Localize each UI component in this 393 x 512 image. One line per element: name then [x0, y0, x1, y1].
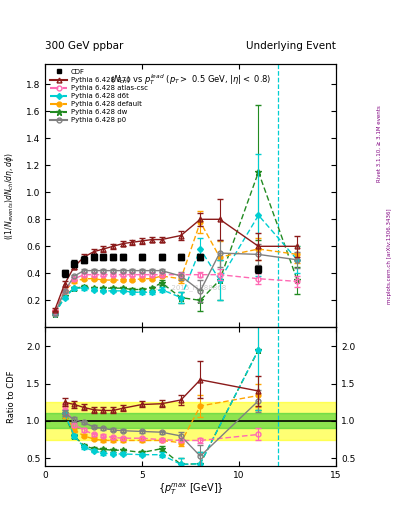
Text: 300 GeV ppbar: 300 GeV ppbar	[45, 41, 123, 51]
Text: mcplots.cern.ch [arXiv:1306.3436]: mcplots.cern.ch [arXiv:1306.3436]	[387, 208, 391, 304]
Bar	[45, 402, 336, 440]
Bar	[45, 414, 336, 429]
Y-axis label: $((1/N_{events}) dN_{ch}/d\eta, d\phi)$: $((1/N_{events}) dN_{ch}/d\eta, d\phi)$	[3, 152, 16, 240]
Text: Underlying Event: Underlying Event	[246, 41, 336, 51]
Text: Rivet 3.1.10, ≥ 3.1M events: Rivet 3.1.10, ≥ 3.1M events	[377, 105, 382, 182]
Y-axis label: Ratio to CDF: Ratio to CDF	[7, 370, 16, 423]
Legend: CDF, Pythia 6.428 370, Pythia 6.428 atlas-csc, Pythia 6.428 d6t, Pythia 6.428 de: CDF, Pythia 6.428 370, Pythia 6.428 atla…	[49, 68, 149, 124]
Text: CDF_2015_I1388868: CDF_2015_I1388868	[154, 285, 227, 291]
X-axis label: $\{p_T^{max}$ [GeV]$\}$: $\{p_T^{max}$ [GeV]$\}$	[158, 481, 224, 497]
Text: $\langle N_{ch}\rangle$ vs $p_T^{lead}$ ($p_T >$ 0.5 GeV, $|\eta| <$ 0.8): $\langle N_{ch}\rangle$ vs $p_T^{lead}$ …	[110, 72, 271, 87]
